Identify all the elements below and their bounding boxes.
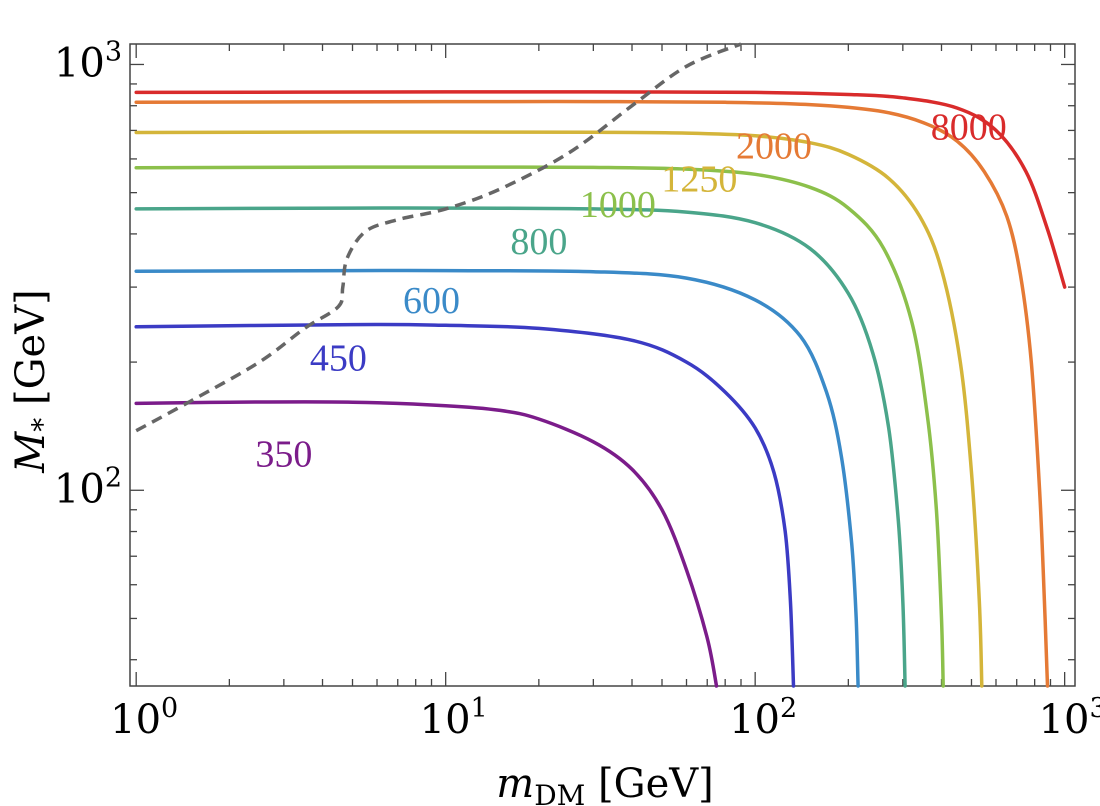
contour-label-450: 450 xyxy=(310,338,367,380)
contour-label-2000: 2000 xyxy=(736,126,812,168)
axis-ticks xyxy=(130,44,1075,686)
contour-line-600 xyxy=(134,268,860,688)
x-tick-label: 101 xyxy=(420,693,488,743)
contour-line-2000 xyxy=(134,99,1050,688)
contour-label-1000: 1000 xyxy=(580,184,656,226)
x-axis-label: mDM [GeV] xyxy=(496,761,714,806)
contour-line-8000 xyxy=(134,90,1067,289)
contour-line-1250 xyxy=(134,130,984,688)
contour-line-1000 xyxy=(134,165,945,688)
plot-frame xyxy=(129,43,1076,687)
contour-line-350 xyxy=(134,400,719,688)
plot-border xyxy=(129,43,1076,687)
contour-label-800: 800 xyxy=(510,221,567,263)
contour-label-1250: 1250 xyxy=(661,158,737,200)
tick-labels: 100 101 102 103 102 103 xyxy=(54,36,1100,743)
x-tick-label: 102 xyxy=(729,693,797,743)
contour-line-800 xyxy=(134,206,907,688)
contour-label-600: 600 xyxy=(403,280,460,322)
series-lines xyxy=(134,42,1067,688)
contour-label-8000: 8000 xyxy=(931,106,1007,148)
y-axis-label: M* [GeV] xyxy=(8,289,59,473)
boundary-dashed-line xyxy=(135,42,742,433)
x-tick-label: 103 xyxy=(1039,693,1100,743)
y-tick-label: 103 xyxy=(54,36,122,86)
contour-line-450 xyxy=(134,322,796,688)
x-tick-label: 100 xyxy=(110,693,178,743)
contour-label-350: 350 xyxy=(255,433,312,475)
y-tick-label: 102 xyxy=(54,462,122,512)
